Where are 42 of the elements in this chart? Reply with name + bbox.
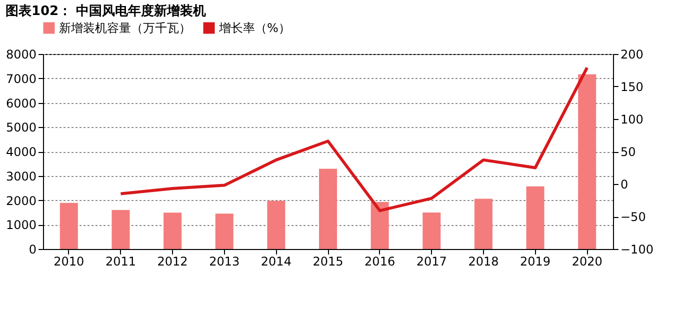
y2-tick-label: −100: [620, 242, 654, 256]
bar: [526, 186, 544, 249]
bar: [267, 200, 286, 249]
y2-tick-label: 150: [620, 80, 644, 94]
x-tick-label: 2014: [260, 254, 292, 268]
x-tick-label: 2011: [105, 254, 136, 268]
line-series: [119, 66, 589, 212]
x-tick-label: 2010: [54, 254, 84, 268]
bar: [578, 74, 596, 249]
y-tick-label: 6000: [6, 96, 36, 110]
bar: [370, 202, 389, 249]
x-tick-label: 2013: [209, 254, 240, 268]
y2-tick-label: 100: [620, 112, 644, 126]
y-tick-label: 1000: [6, 218, 36, 232]
y2-tick-label: 50: [620, 145, 636, 159]
chart-title: 图表102： 中国风电年度新增装机: [5, 3, 206, 19]
x-tick-label: 2018: [468, 254, 499, 268]
x-tick-label: 2016: [364, 254, 396, 268]
y-tick-label: 2000: [6, 194, 36, 208]
bar: [474, 198, 492, 249]
bar: [319, 168, 337, 249]
legend-label: 新增装机容量（万千瓦）: [59, 21, 191, 35]
bar: [60, 202, 78, 249]
legend-label: 增长率（%）: [218, 21, 290, 35]
x-tick-label: 2019: [520, 254, 551, 268]
bar: [164, 212, 182, 249]
x-tick-label: 2015: [312, 254, 344, 268]
x-tick-label: 2017: [416, 254, 447, 268]
bar: [215, 214, 234, 249]
x-tick-label: 2012: [157, 254, 188, 268]
y2-tick-label: 0: [620, 178, 628, 192]
y-tick-label: 0: [28, 242, 36, 256]
y-tick-label: 8000: [6, 48, 36, 62]
y2-tick-label: −50: [620, 210, 646, 224]
y-tick-label: 3000: [6, 169, 36, 184]
y-tick-label: 4000: [6, 145, 36, 159]
y-tick-label: 5000: [6, 120, 36, 135]
bar: [422, 212, 441, 249]
x-tick-label: 2020: [572, 254, 602, 268]
bar: [112, 210, 130, 249]
y-tick-label: 7000: [6, 72, 36, 86]
y2-tick-label: 200: [620, 48, 644, 62]
